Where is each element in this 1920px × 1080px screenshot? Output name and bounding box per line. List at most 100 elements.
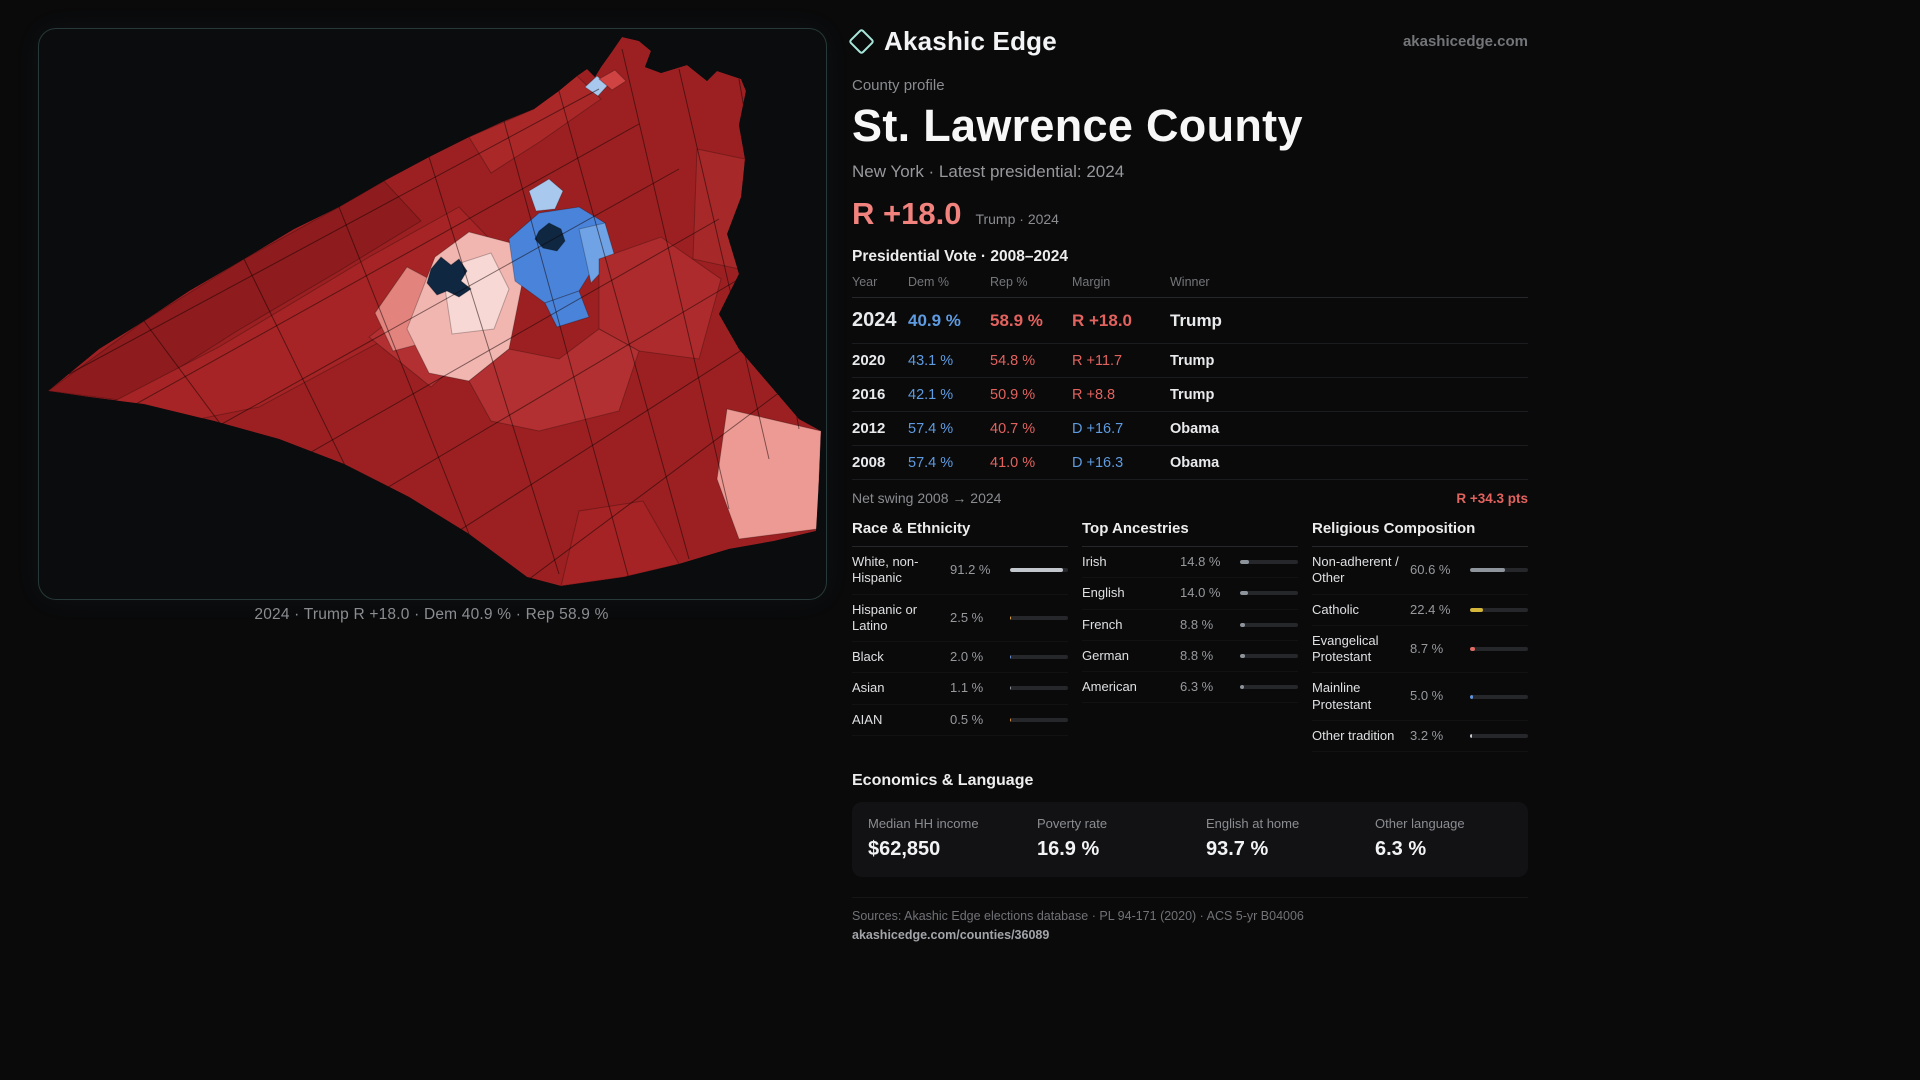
vote-rep-pct: 54.8 % [990, 352, 1036, 369]
demographics-section: Race & Ethnicity White, non-Hispanic 91.… [852, 520, 1528, 752]
col-winner: Winner [1170, 275, 1210, 289]
col-margin: Margin [1072, 275, 1111, 289]
demo-value: 2.0 % [950, 649, 984, 664]
religion-column: Religious Composition Non-adherent / Oth… [1312, 520, 1528, 752]
stat-other-language: Other language 6.3 % [1359, 816, 1528, 861]
vote-margin: R +18.0 [1072, 310, 1133, 330]
demo-label: Irish [1082, 554, 1107, 569]
stat-label: English at home [1206, 816, 1300, 831]
vote-year: 2012 [852, 420, 886, 437]
vote-row-2016: 2016 42.1 % 50.9 % R +8.8 Trump [852, 378, 1528, 412]
demo-label: Asian [852, 680, 885, 696]
stat-value: $62,850 [868, 838, 941, 860]
stat-bar [1240, 653, 1298, 658]
demo-value: 14.8 % [1180, 554, 1221, 569]
vote-winner: Trump [1170, 310, 1222, 330]
county-choropleth-map[interactable] [39, 29, 826, 599]
col-rep: Rep % [990, 275, 1028, 289]
demo-row-irish: Irish 14.8 % [1082, 547, 1298, 578]
demo-value: 91.2 % [950, 562, 991, 578]
stat-bar [1470, 694, 1528, 699]
stat-bar [1010, 655, 1068, 660]
vote-table: Year Dem % Rep % Margin Winner 2024 40.9… [852, 275, 1528, 480]
stat-poverty-rate: Poverty rate 16.9 % [1021, 816, 1190, 861]
stat-value: 16.9 % [1037, 838, 1100, 860]
stat-bar-fill [1010, 568, 1063, 573]
demo-row-american: American 6.3 % [1082, 672, 1298, 703]
demo-row-english: English 14.0 % [1082, 578, 1298, 609]
stat-bar [1010, 686, 1068, 691]
county-profile-panel: Akashic Edge akashicedge.com County prof… [848, 26, 1528, 942]
stat-bar-fill [1470, 568, 1506, 573]
race-ethnicity-column: Race & Ethnicity White, non-Hispanic 91.… [852, 520, 1068, 752]
stat-bar [1240, 560, 1298, 565]
site-link[interactable]: akashicedge.com [1402, 33, 1528, 50]
demo-label: American [1082, 679, 1137, 694]
vote-rep-pct: 58.9 % [990, 310, 1043, 330]
vote-dem-pct: 43.1 % [908, 352, 954, 369]
demo-label: German [1082, 647, 1129, 663]
stat-label: Poverty rate [1037, 816, 1108, 831]
religion-title: Religious Composition [1312, 520, 1528, 547]
stat-value: 93.7 % [1206, 838, 1269, 860]
vote-row-2012: 2012 57.4 % 40.7 % D +16.7 Obama [852, 412, 1528, 446]
vote-margin: D +16.3 [1072, 454, 1124, 471]
demo-row-white: White, non-Hispanic 91.2 % [852, 547, 1068, 595]
vote-winner: Trump [1170, 386, 1215, 403]
demo-row-asian: Asian 1.1 % [852, 673, 1068, 704]
demo-label: French [1082, 616, 1123, 632]
demo-value: 3.2 % [1410, 727, 1444, 743]
demo-label: Other tradition [1312, 727, 1395, 743]
margin-value: R +18.0 [852, 196, 962, 231]
stat-bar [1240, 622, 1298, 627]
brand-link[interactable]: Akashic Edge [848, 26, 1057, 57]
stat-bar-fill [1470, 607, 1483, 612]
stat-bar [1010, 568, 1068, 573]
vote-row-2008: 2008 57.4 % 41.0 % D +16.3 Obama [852, 446, 1528, 480]
stat-bar [1240, 685, 1298, 690]
vote-dem-pct: 40.9 % [908, 310, 961, 330]
stat-label: Other language [1375, 816, 1465, 831]
stat-label: Median HH income [868, 816, 979, 831]
footer-permalink-link[interactable]: akashicedge.com/counties/36089 [852, 928, 1050, 942]
demo-label: White, non-Hispanic [852, 554, 919, 586]
ancestries-title: Top Ancestries [1082, 520, 1298, 547]
stat-bar-fill [1240, 653, 1246, 658]
vote-table-header: Year Dem % Rep % Margin Winner [852, 275, 1528, 298]
stat-median-income: Median HH income $62,850 [852, 816, 1021, 861]
demo-row-hispanic: Hispanic or Latino 2.5 % [852, 595, 1068, 643]
ancestries-column: Top Ancestries Irish 14.8 % English 14.0… [1082, 520, 1298, 752]
vote-year: 2020 [852, 352, 886, 369]
demo-value: 1.1 % [950, 680, 984, 696]
kicker-label: County profile [852, 77, 945, 94]
vote-year: 2008 [852, 454, 886, 471]
vote-row-2024: 2024 40.9 % 58.9 % R +18.0 Trump [852, 298, 1528, 344]
demo-label: Evangelical Protestant [1312, 632, 1379, 664]
net-swing-row: Net swing 2008 → 2024 R +34.3 pts [852, 480, 1528, 506]
stat-bar-fill [1010, 615, 1012, 620]
stat-bar-fill [1470, 733, 1472, 738]
economics-title: Economics & Language [852, 772, 1034, 789]
stat-bar [1010, 615, 1068, 620]
stat-bar [1470, 733, 1528, 738]
stat-bar-fill [1240, 685, 1244, 690]
col-dem: Dem % [908, 275, 949, 289]
demo-row-aian: AIAN 0.5 % [852, 705, 1068, 736]
vote-dem-pct: 57.4 % [908, 420, 954, 437]
footer: Sources: Akashic Edge elections database… [852, 897, 1528, 942]
header: Akashic Edge akashicedge.com [848, 26, 1528, 57]
demo-label: AIAN [852, 711, 883, 727]
net-swing-label: Net swing 2008 → 2024 [852, 490, 1002, 506]
brand-name: Akashic Edge [884, 26, 1057, 56]
economics-panel: Median HH income $62,850 Poverty rate 16… [852, 802, 1528, 877]
stat-bar-fill [1010, 686, 1011, 691]
demo-row-othertradition: Other tradition 3.2 % [1312, 721, 1528, 752]
demo-value: 2.5 % [950, 609, 984, 625]
vote-rep-pct: 40.7 % [990, 420, 1036, 437]
county-map-panel[interactable] [38, 28, 827, 600]
vote-dem-pct: 42.1 % [908, 386, 954, 403]
stat-bar [1010, 717, 1068, 722]
demo-row-catholic: Catholic 22.4 % [1312, 595, 1528, 626]
vote-margin: R +8.8 [1072, 386, 1116, 403]
